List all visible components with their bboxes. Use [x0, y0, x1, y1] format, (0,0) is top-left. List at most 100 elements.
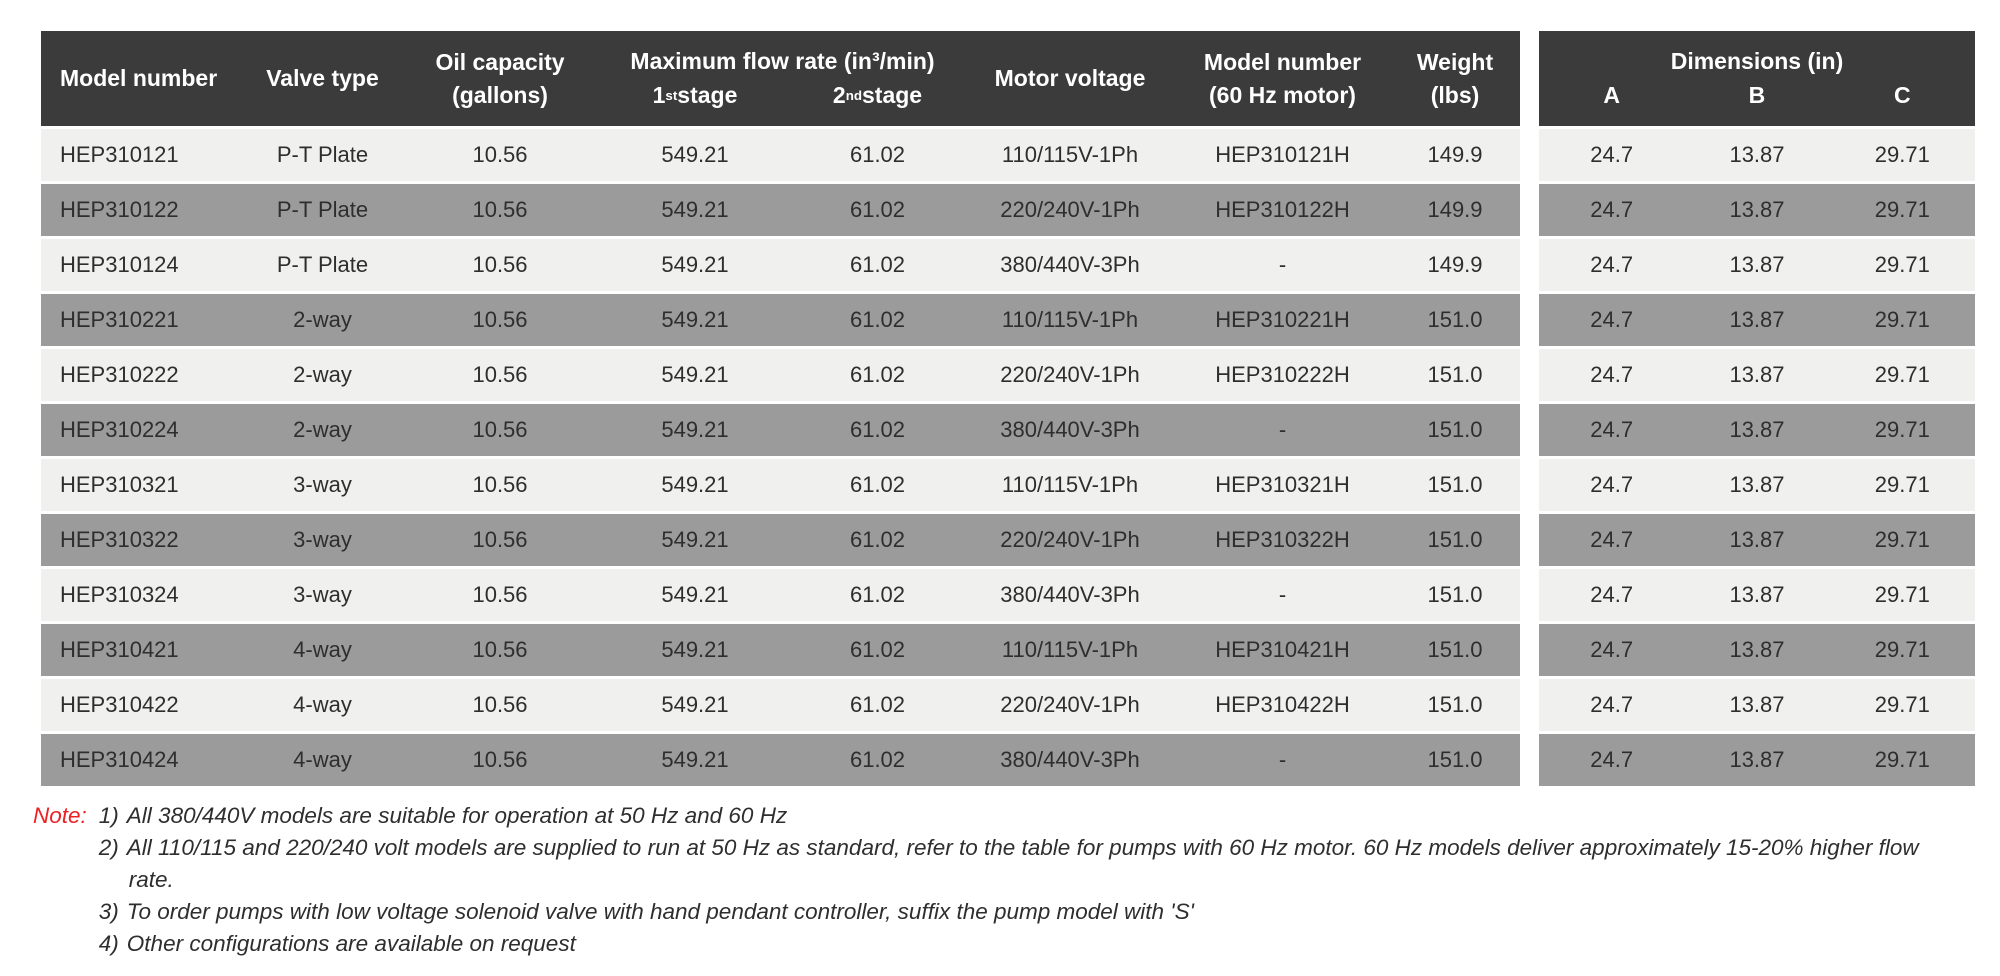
cell-dim-b: 13.87	[1729, 417, 1785, 443]
cell-valve-type: P-T Plate	[276, 142, 369, 168]
cell-weight: 151.0	[1427, 582, 1483, 608]
header-oil-capacity-line1: Oil capacity	[435, 48, 565, 75]
cell-model-60hz: HEP310221H	[1215, 307, 1350, 333]
cell-dim-a: 24.7	[1590, 307, 1634, 333]
cell-valve-type: 3-way	[293, 472, 352, 498]
cell-flow-stage1: 549.21	[661, 527, 729, 553]
cell-dim-c: 29.71	[1874, 142, 1930, 168]
row-dimensions-segment: 24.7 13.87 29.71	[1539, 514, 1975, 566]
table-gap	[1520, 734, 1539, 786]
cell-oil-capacity: 10.56	[472, 692, 528, 718]
cell-dim-b: 13.87	[1729, 637, 1785, 663]
note-item-text: All 110/115 and 220/240 volt models are …	[126, 835, 1919, 892]
pump-spec-sheet: Model number Valve type Oil capacity (ga…	[41, 31, 1975, 789]
table-gap	[1520, 624, 1539, 676]
table-row: HEP310124 P-T Plate 10.56 549.21 61.02 3…	[41, 239, 1975, 291]
cell-dim-c: 29.71	[1874, 582, 1930, 608]
table-header: Model number Valve type Oil capacity (ga…	[41, 31, 1975, 126]
cell-flow-stage2: 61.02	[849, 637, 906, 663]
table-row: HEP310324 3-way 10.56 549.21 61.02 380/4…	[41, 569, 1975, 621]
cell-model-60hz: -	[1278, 417, 1287, 443]
cell-model-number: HEP310322	[60, 527, 179, 553]
cell-flow-stage2: 61.02	[849, 747, 906, 773]
row-dimensions-segment: 24.7 13.87 29.71	[1539, 294, 1975, 346]
header-dim-c: C	[1894, 82, 1911, 109]
cell-oil-capacity: 10.56	[472, 747, 528, 773]
cell-dim-a: 24.7	[1590, 527, 1634, 553]
cell-flow-stage1: 549.21	[661, 197, 729, 223]
cell-model-number: HEP310222	[60, 362, 179, 388]
note-item-text: To order pumps with low voltage solenoid…	[126, 899, 1194, 924]
note-item: 4) Other configurations are available on …	[99, 928, 1933, 960]
table-gap	[1520, 184, 1539, 236]
cell-oil-capacity: 10.56	[472, 142, 528, 168]
cell-dim-a: 24.7	[1590, 692, 1634, 718]
cell-model-number: HEP310221	[60, 307, 179, 333]
cell-model-number: HEP310224	[60, 417, 179, 443]
row-dimensions-segment: 24.7 13.87 29.71	[1539, 569, 1975, 621]
cell-flow-stage2: 61.02	[849, 472, 906, 498]
note-list: 1) All 380/440V models are suitable for o…	[99, 800, 1933, 960]
cell-dim-b: 13.87	[1729, 582, 1785, 608]
cell-model-60hz: HEP310121H	[1215, 142, 1350, 168]
cell-motor-voltage: 380/440V-3Ph	[1000, 582, 1140, 608]
cell-model-number: HEP310324	[60, 582, 179, 608]
cell-weight: 149.9	[1427, 197, 1483, 223]
header-stage1-number: 1	[652, 82, 666, 109]
cell-oil-capacity: 10.56	[472, 307, 528, 333]
cell-dim-a: 24.7	[1590, 747, 1634, 773]
header-flow-rate-title: Maximum flow rate (in³/min)	[630, 48, 935, 75]
header-stage2-label: stage	[862, 82, 923, 109]
cell-flow-stage2: 61.02	[849, 362, 906, 388]
header-model-60hz: Model number (60 Hz motor)	[1175, 31, 1390, 126]
row-main-segment: HEP310324 3-way 10.56 549.21 61.02 380/4…	[41, 569, 1520, 621]
cell-weight: 151.0	[1427, 527, 1483, 553]
note-item-number: 4)	[98, 931, 119, 956]
cell-oil-capacity: 10.56	[472, 472, 528, 498]
header-weight-line1: Weight	[1416, 48, 1494, 75]
row-main-segment: HEP310424 4-way 10.56 549.21 61.02 380/4…	[41, 734, 1520, 786]
table-row: HEP310222 2-way 10.56 549.21 61.02 220/2…	[41, 349, 1975, 401]
header-model-number: Model number	[60, 65, 218, 92]
cell-dim-c: 29.71	[1874, 472, 1930, 498]
cell-flow-stage2: 61.02	[849, 252, 906, 278]
cell-dim-c: 29.71	[1874, 197, 1930, 223]
cell-model-60hz: -	[1278, 582, 1287, 608]
table-row: HEP310422 4-way 10.56 549.21 61.02 220/2…	[41, 679, 1975, 731]
cell-dim-a: 24.7	[1590, 142, 1634, 168]
cell-weight: 151.0	[1427, 747, 1483, 773]
header-weight: Weight (lbs)	[1390, 31, 1520, 126]
cell-flow-stage2: 61.02	[849, 197, 906, 223]
note-item-number: 3)	[98, 899, 119, 924]
cell-oil-capacity: 10.56	[472, 197, 528, 223]
note-item: 2) All 110/115 and 220/240 volt models ar…	[99, 832, 1933, 896]
cell-model-number: HEP310121	[60, 142, 179, 168]
cell-motor-voltage: 220/240V-1Ph	[1000, 197, 1140, 223]
row-main-segment: HEP310124 P-T Plate 10.56 549.21 61.02 3…	[41, 239, 1520, 291]
cell-model-number: HEP310124	[60, 252, 179, 278]
table-gap	[1520, 294, 1539, 346]
cell-flow-stage2: 61.02	[849, 307, 906, 333]
row-dimensions-segment: 24.7 13.87 29.71	[1539, 184, 1975, 236]
cell-valve-type: 2-way	[293, 362, 352, 388]
row-dimensions-segment: 24.7 13.87 29.71	[1539, 239, 1975, 291]
notes-section: Note: 1) All 380/440V models are suitable…	[33, 800, 1933, 960]
cell-weight: 149.9	[1427, 252, 1483, 278]
cell-valve-type: 2-way	[293, 417, 352, 443]
cell-valve-type: 2-way	[293, 307, 352, 333]
cell-dim-a: 24.7	[1590, 582, 1634, 608]
cell-dim-c: 29.71	[1874, 637, 1930, 663]
cell-model-number: HEP310421	[60, 637, 179, 663]
table-gap	[1520, 514, 1539, 566]
header-dimensions-title: Dimensions (in)	[1670, 48, 1844, 75]
cell-motor-voltage: 220/240V-1Ph	[1000, 692, 1140, 718]
cell-motor-voltage: 380/440V-3Ph	[1000, 417, 1140, 443]
cell-motor-voltage: 220/240V-1Ph	[1000, 527, 1140, 553]
table-row: HEP310224 2-way 10.56 549.21 61.02 380/4…	[41, 404, 1975, 456]
row-main-segment: HEP310422 4-way 10.56 549.21 61.02 220/2…	[41, 679, 1520, 731]
cell-dim-b: 13.87	[1729, 747, 1785, 773]
cell-model-60hz: HEP310122H	[1215, 197, 1350, 223]
cell-flow-stage1: 549.21	[661, 417, 729, 443]
cell-dim-c: 29.71	[1874, 747, 1930, 773]
header-model-60hz-line2: (60 Hz motor)	[1209, 82, 1356, 108]
